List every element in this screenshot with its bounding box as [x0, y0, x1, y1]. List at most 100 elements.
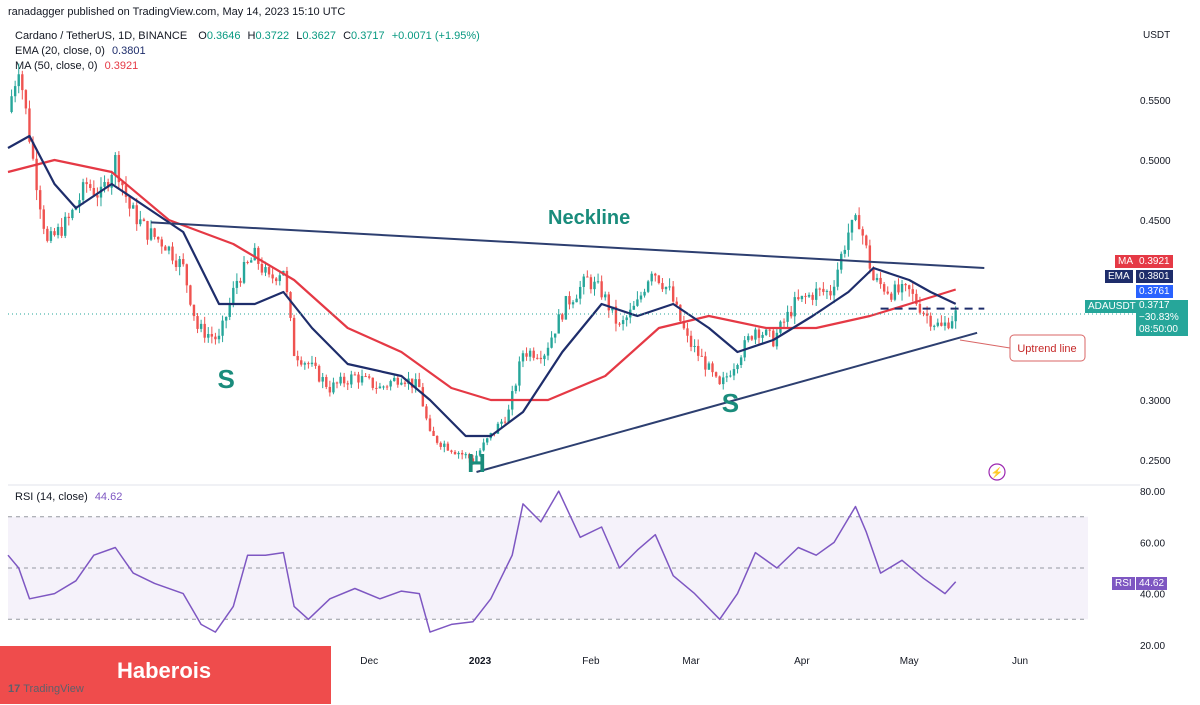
candle-body	[775, 332, 779, 347]
candle-body	[35, 158, 38, 191]
rsi-axis-tick: 20.00	[1140, 641, 1165, 652]
candle-body	[836, 269, 839, 287]
candle-body	[868, 245, 872, 269]
candle-body	[607, 294, 610, 311]
lightning-icon[interactable]	[988, 463, 1006, 481]
candle-body	[514, 385, 518, 392]
rsi-line	[7, 490, 957, 633]
candle-body	[435, 435, 439, 443]
price-axis-tick: 0.3000	[1140, 396, 1171, 407]
candle-body	[96, 195, 99, 198]
symbol-tag: ADAUSDT	[1085, 300, 1139, 313]
candle-body	[192, 304, 196, 317]
candle-body	[418, 379, 421, 388]
candle-body	[421, 387, 425, 407]
time-axis-tick: Apr	[794, 656, 810, 667]
candle-body	[428, 418, 432, 431]
candle-body	[528, 350, 532, 357]
candle-body	[171, 246, 174, 261]
candle-body	[285, 270, 289, 293]
candle-body	[704, 356, 707, 370]
candle-body	[503, 421, 507, 423]
candle-body	[543, 355, 546, 360]
candle-body	[557, 314, 560, 334]
last-price-badge: 0.3717 −30.83% 08:50:00	[1136, 300, 1188, 336]
candle-body	[367, 376, 371, 378]
candle-body	[257, 247, 260, 264]
candle-body	[160, 239, 163, 247]
candle-body	[146, 221, 149, 240]
candle-body	[668, 286, 671, 288]
candle-body	[800, 295, 804, 300]
candle-body	[67, 216, 70, 219]
candle-body	[357, 374, 360, 383]
rsi-legend-value: 44.62	[94, 491, 123, 503]
candle-body	[378, 386, 382, 389]
candle-body	[550, 337, 553, 348]
candle-body	[31, 141, 35, 159]
candle-body	[564, 296, 568, 320]
pattern-label-head: H	[467, 448, 486, 478]
candle-body	[900, 283, 904, 293]
candle-body	[471, 458, 475, 463]
candle-body	[64, 216, 67, 236]
candle-body	[822, 288, 825, 292]
candle-body	[596, 281, 600, 283]
ma-legend-value: 0.3921	[104, 60, 139, 72]
candle-body	[156, 236, 160, 240]
candle-body	[825, 290, 829, 292]
candle-body	[536, 357, 539, 359]
candle-body	[593, 281, 596, 290]
candle-body	[249, 260, 253, 263]
candle-body	[332, 382, 335, 393]
ma-legend-label: MA (50, close, 0)	[15, 60, 98, 72]
close-label: C	[343, 30, 352, 42]
candle-body	[389, 381, 392, 387]
candle-body	[664, 287, 668, 290]
candle-body	[264, 267, 267, 273]
candle-body	[757, 329, 761, 338]
candle-body	[832, 286, 836, 296]
ema-price-badge: 0.3801	[1136, 270, 1173, 283]
candle-body	[700, 355, 703, 357]
candle-body	[486, 438, 489, 443]
candle-body	[879, 277, 882, 285]
ema-price-tag: EMA	[1105, 270, 1133, 283]
candle-body	[553, 333, 557, 338]
price-axis-tick: 0.5000	[1140, 156, 1171, 167]
price-axis-currency: USDT	[1143, 30, 1170, 41]
watermark-banner	[0, 646, 331, 704]
candle-body	[353, 374, 357, 376]
candle-body	[707, 363, 711, 370]
candle-body	[128, 196, 131, 209]
candle-body	[393, 377, 396, 382]
candle-body	[782, 321, 786, 323]
ema-legend-value: 0.3801	[111, 45, 146, 57]
candle-body	[532, 350, 535, 358]
tradingview-logo-icon: 17	[8, 683, 21, 695]
candle-body	[89, 184, 92, 188]
rsi-axis-tick: 60.00	[1140, 538, 1165, 549]
candle-body	[882, 284, 886, 292]
candle-body	[446, 443, 450, 451]
candle-body	[714, 372, 718, 377]
low-value: 0.3627	[302, 30, 336, 42]
candle-body	[679, 304, 682, 322]
candle-body	[457, 452, 460, 455]
candle-body	[210, 334, 214, 337]
candle-body	[110, 174, 113, 188]
candle-body	[185, 264, 189, 286]
candle-body	[840, 253, 843, 270]
candle-body	[60, 226, 63, 236]
candle-body	[235, 280, 239, 288]
candle-body	[875, 277, 879, 281]
candle-body	[350, 374, 353, 385]
candle-body	[314, 362, 317, 366]
candle-body	[940, 322, 943, 326]
candle-body	[131, 205, 135, 209]
candle-body	[310, 362, 314, 365]
candle-body	[857, 215, 861, 230]
candle-body	[789, 311, 793, 317]
candle-body	[403, 382, 407, 384]
